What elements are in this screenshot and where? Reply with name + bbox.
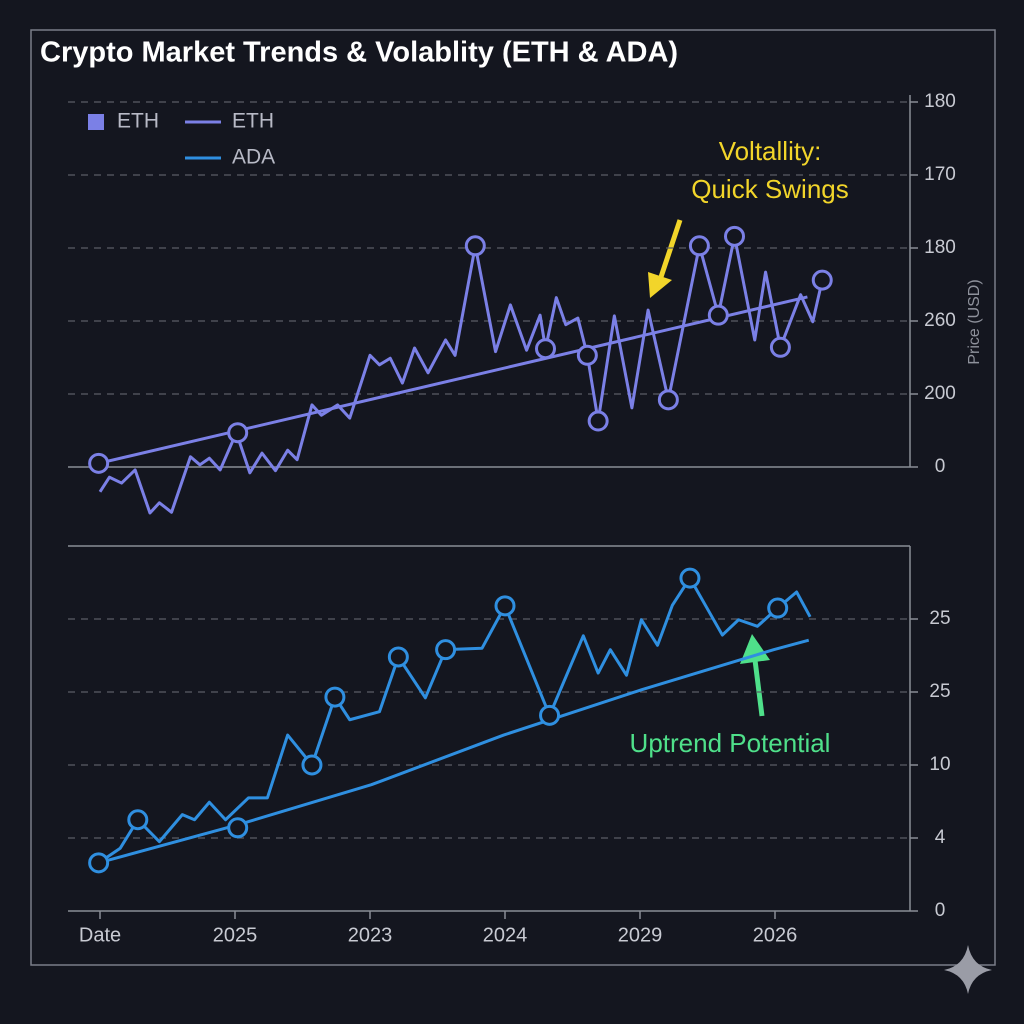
marker [587,410,609,432]
marker [679,567,701,589]
y-tick-label: 260 [924,310,956,331]
annotation: Uptrend Potential [630,728,831,758]
annotation-arrow [657,219,683,281]
annotation: Voltallity: [719,136,822,166]
marker [88,852,110,874]
marker [688,235,710,257]
frame [30,29,996,966]
marker [324,686,346,708]
legend-swatch [88,114,104,130]
y-tick-label: 180 [924,91,956,112]
marker [767,597,789,619]
y-tick-label: 25 [929,608,950,629]
marker [127,809,149,831]
sparkle-icon [944,945,992,994]
x-tick-label: 2029 [618,924,663,946]
marker [724,225,745,247]
x-tick-label: 2026 [753,924,798,946]
annotation-arrow [752,659,765,717]
marker [494,595,516,617]
y-axis-label: Price (USD) [966,279,983,364]
marker [707,304,729,326]
chart-title: Crypto Market Trends & Volablity (ETH & … [40,37,678,69]
x-tick-label: 2023 [348,924,393,946]
legend-label: ETH [117,110,159,133]
marker [227,422,249,444]
y-tick-label: 0 [935,900,946,921]
y-tick-label: 25 [929,681,950,702]
y-tick-label: 0 [935,456,946,477]
x-tick-label: 2025 [213,924,258,946]
y-tick-label: 180 [924,237,956,258]
annotation: Quick Swings [691,174,849,204]
y-tick-label: 170 [924,164,956,185]
series-line [98,234,824,515]
marker [576,344,598,366]
x-tick-label: 2024 [483,924,528,946]
marker [657,389,679,411]
x-tick-label: Date [79,924,121,946]
marker [435,639,457,661]
y-tick-label: 10 [929,754,950,775]
annotation-arrowhead [648,272,672,298]
marker [539,704,561,726]
marker [769,336,791,358]
marker [811,269,833,291]
y-tick-label: 200 [924,383,956,404]
legend-label: ETH [232,110,274,133]
series-line [98,295,808,465]
y-tick-label: 4 [935,827,946,848]
marker [227,817,249,839]
marker [301,754,323,776]
marker [387,646,409,668]
marker [88,452,110,474]
legend-label: ADA [232,146,275,169]
marker [464,235,486,257]
marker [535,338,556,360]
